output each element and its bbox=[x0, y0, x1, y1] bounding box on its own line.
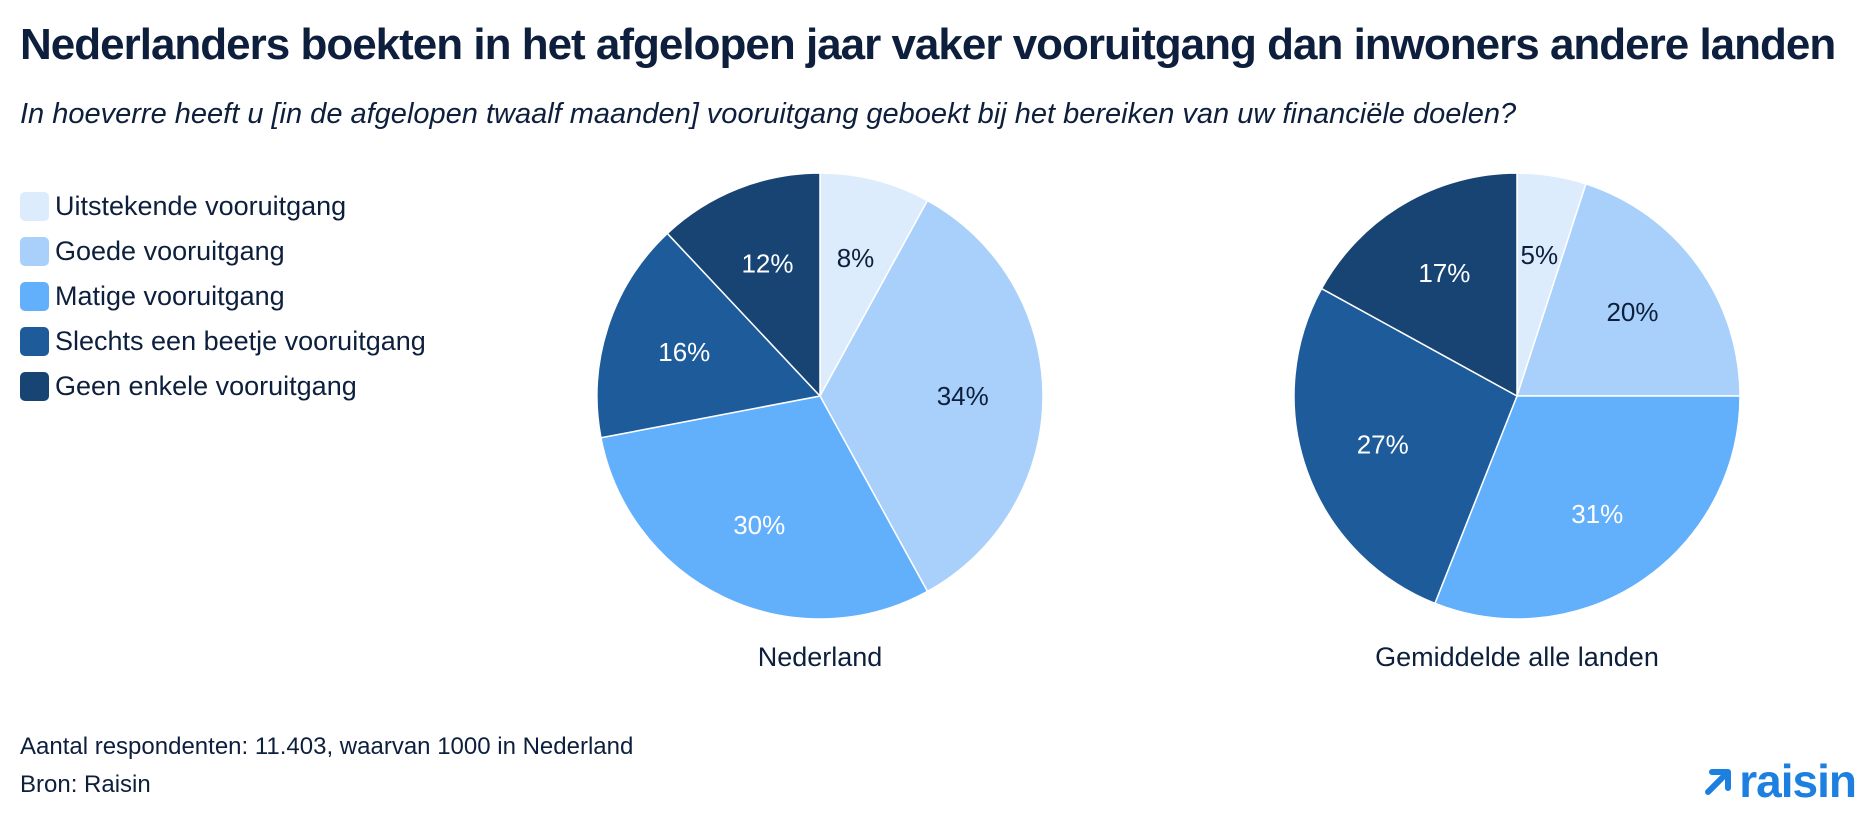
legend-swatch bbox=[20, 372, 49, 401]
pie-slice bbox=[596, 232, 822, 439]
pie-chart-1: 8% 34% 30% 16% 12% Nederland bbox=[596, 172, 1044, 672]
legend-item: Geen enkele vooruitgang bbox=[20, 364, 426, 409]
legend-swatch bbox=[20, 327, 49, 356]
legend-item: Uitstekende vooruitgang bbox=[20, 184, 426, 229]
pie-slice bbox=[1320, 172, 1518, 398]
slice-label: 30% bbox=[733, 510, 785, 540]
source-note: Bron: Raisin bbox=[20, 771, 151, 798]
slice-label: 20% bbox=[1606, 297, 1658, 327]
slice-label: 5% bbox=[1521, 240, 1559, 270]
slice-label: 16% bbox=[658, 337, 710, 367]
slice-label: 8% bbox=[837, 243, 875, 273]
slice-label: 31% bbox=[1571, 499, 1623, 529]
logo-text: raisin bbox=[1739, 755, 1857, 807]
chart-title: Nederlanders boekten in het afgelopen ja… bbox=[20, 20, 1836, 69]
legend-item: Slechts een beetje vooruitgang bbox=[20, 319, 426, 364]
pie-chart-2: 5% 20% 31% 27% 17% Gemiddelde alle landen bbox=[1293, 172, 1741, 672]
slice-label: 27% bbox=[1357, 429, 1409, 459]
arrow-up-right-icon bbox=[1705, 769, 1732, 795]
pie-slice bbox=[819, 172, 929, 397]
pie-slice bbox=[1515, 182, 1741, 397]
legend-label: Geen enkele vooruitgang bbox=[55, 371, 357, 401]
pie-slice bbox=[666, 172, 821, 398]
pie-title: Gemiddelde alle landen bbox=[1375, 642, 1659, 672]
legend-swatch bbox=[20, 282, 49, 311]
legend-swatch bbox=[20, 192, 49, 221]
legend-label: Uitstekende vooruitgang bbox=[55, 191, 347, 221]
legend-item: Matige vooruitgang bbox=[20, 274, 426, 319]
slice-label: 17% bbox=[1418, 258, 1470, 288]
chart-subtitle: In hoeverre heeft u [in de afgelopen twa… bbox=[20, 98, 1517, 130]
legend-label: Matige vooruitgang bbox=[55, 281, 285, 311]
pie-slice bbox=[600, 395, 929, 620]
raisin-logo: raisin bbox=[1703, 755, 1857, 807]
slice-label: 12% bbox=[741, 248, 793, 278]
legend-label: Goede vooruitgang bbox=[55, 236, 285, 266]
pie-slice bbox=[819, 199, 1044, 593]
respondents-note: Aantal respondenten: 11.403, waarvan 100… bbox=[20, 733, 634, 760]
legend-label: Slechts een beetje vooruitgang bbox=[55, 326, 426, 356]
slice-label: 34% bbox=[937, 381, 989, 411]
legend-swatch bbox=[20, 237, 49, 266]
pie-slice bbox=[1433, 395, 1741, 620]
pie-title: Nederland bbox=[758, 642, 883, 672]
pie-slice bbox=[1293, 287, 1518, 605]
legend: Uitstekende vooruitgang Goede vooruitgan… bbox=[20, 184, 426, 409]
legend-item: Goede vooruitgang bbox=[20, 229, 426, 274]
